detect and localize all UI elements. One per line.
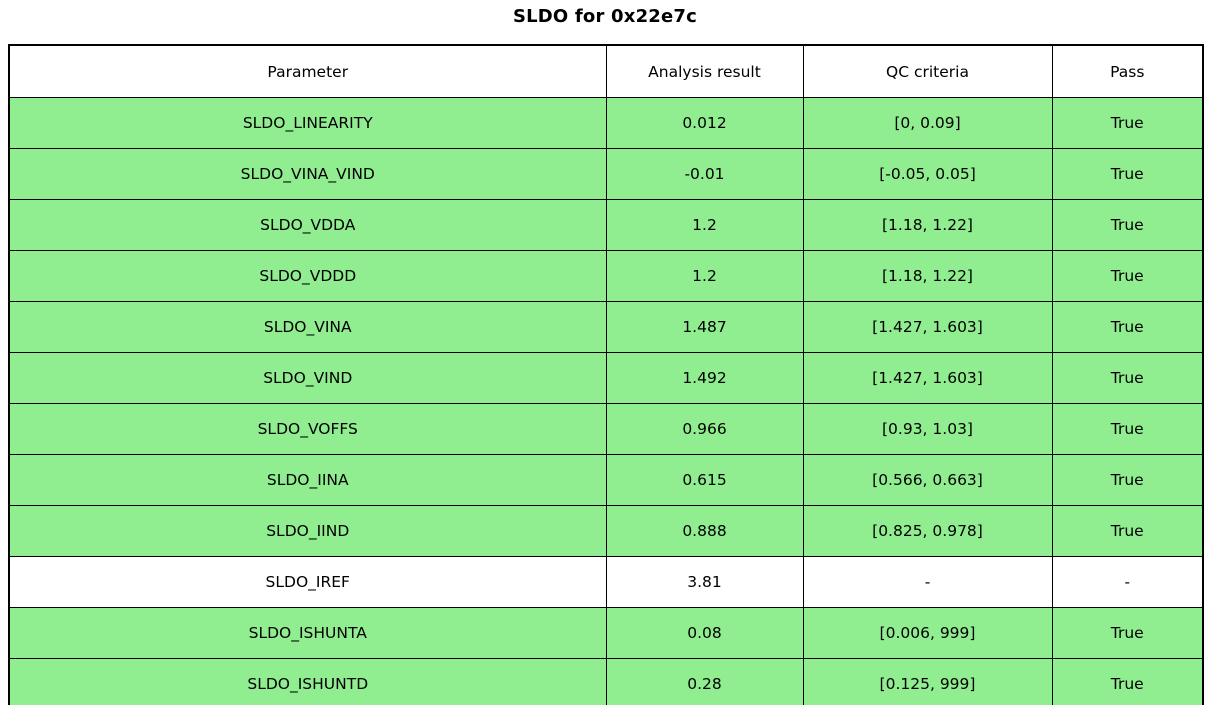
cell-qc-criteria: [1.427, 1.603] [802,301,1053,353]
cell-qc-criteria: [0.825, 0.978] [802,505,1053,557]
cell-analysis-result: 0.966 [605,403,804,455]
table-row: SLDO_VDDA 1.2 [1.18, 1.22] True [8,199,1204,251]
cell-parameter: SLDO_VIND [8,352,607,404]
column-header-pass: Pass [1051,44,1204,98]
cell-pass: True [1051,301,1204,353]
cell-analysis-result: 1.487 [605,301,804,353]
table-row: SLDO_IIND 0.888 [0.825, 0.978] True [8,505,1204,557]
cell-analysis-result: 0.012 [605,97,804,149]
table-row: SLDO_VINA_VIND -0.01 [-0.05, 0.05] True [8,148,1204,200]
cell-qc-criteria: [0.93, 1.03] [802,403,1053,455]
cell-pass: True [1051,658,1204,705]
table-row: SLDO_ISHUNTD 0.28 [0.125, 999] True [8,658,1204,705]
cell-qc-criteria: [1.427, 1.603] [802,352,1053,404]
cell-pass: True [1051,250,1204,302]
cell-parameter: SLDO_IREF [8,556,607,608]
cell-pass: True [1051,454,1204,506]
cell-qc-criteria: [0.006, 999] [802,607,1053,659]
cell-analysis-result: 1.2 [605,199,804,251]
table-row: SLDO_VOFFS 0.966 [0.93, 1.03] True [8,403,1204,455]
cell-analysis-result: 3.81 [605,556,804,608]
qc-results-table: Parameter Analysis result QC criteria Pa… [8,44,1204,705]
cell-analysis-result: 1.2 [605,250,804,302]
cell-pass: - [1051,556,1204,608]
cell-parameter: SLDO_IIND [8,505,607,557]
cell-analysis-result: 0.888 [605,505,804,557]
cell-parameter: SLDO_ISHUNTA [8,607,607,659]
table-body: SLDO_LINEARITY 0.012 [0, 0.09] True SLDO… [8,97,1204,705]
column-header-analysis-result: Analysis result [605,44,804,98]
cell-pass: True [1051,148,1204,200]
cell-pass: True [1051,352,1204,404]
cell-pass: True [1051,403,1204,455]
cell-qc-criteria: [0, 0.09] [802,97,1053,149]
cell-analysis-result: 1.492 [605,352,804,404]
column-header-qc-criteria: QC criteria [802,44,1053,98]
table-row: SLDO_VDDD 1.2 [1.18, 1.22] True [8,250,1204,302]
cell-parameter: SLDO_VINA [8,301,607,353]
cell-parameter: SLDO_VDDD [8,250,607,302]
table-row: SLDO_VIND 1.492 [1.427, 1.603] True [8,352,1204,404]
table-row: SLDO_VINA 1.487 [1.427, 1.603] True [8,301,1204,353]
cell-qc-criteria: [1.18, 1.22] [802,250,1053,302]
cell-parameter: SLDO_VOFFS [8,403,607,455]
table-row: SLDO_LINEARITY 0.012 [0, 0.09] True [8,97,1204,149]
header-row: Parameter Analysis result QC criteria Pa… [8,44,1204,98]
cell-parameter: SLDO_IINA [8,454,607,506]
cell-qc-criteria: [1.18, 1.22] [802,199,1053,251]
cell-pass: True [1051,97,1204,149]
cell-parameter: SLDO_VINA_VIND [8,148,607,200]
cell-analysis-result: -0.01 [605,148,804,200]
cell-parameter: SLDO_ISHUNTD [8,658,607,705]
page-title: SLDO for 0x22e7c [512,6,698,27]
cell-pass: True [1051,505,1204,557]
table-header: Parameter Analysis result QC criteria Pa… [8,44,1204,98]
cell-analysis-result: 0.615 [605,454,804,506]
cell-qc-criteria: [0.125, 999] [802,658,1053,705]
table-row: SLDO_IINA 0.615 [0.566, 0.663] True [8,454,1204,506]
cell-qc-criteria: [-0.05, 0.05] [802,148,1053,200]
table-row: SLDO_IREF 3.81 - - [8,556,1204,608]
cell-pass: True [1051,199,1204,251]
cell-qc-criteria: [0.566, 0.663] [802,454,1053,506]
table-row: SLDO_ISHUNTA 0.08 [0.006, 999] True [8,607,1204,659]
cell-pass: True [1051,607,1204,659]
cell-analysis-result: 0.28 [605,658,804,705]
cell-parameter: SLDO_VDDA [8,199,607,251]
cell-parameter: SLDO_LINEARITY [8,97,607,149]
cell-qc-criteria: - [802,556,1053,608]
column-header-parameter: Parameter [8,44,607,98]
cell-analysis-result: 0.08 [605,607,804,659]
